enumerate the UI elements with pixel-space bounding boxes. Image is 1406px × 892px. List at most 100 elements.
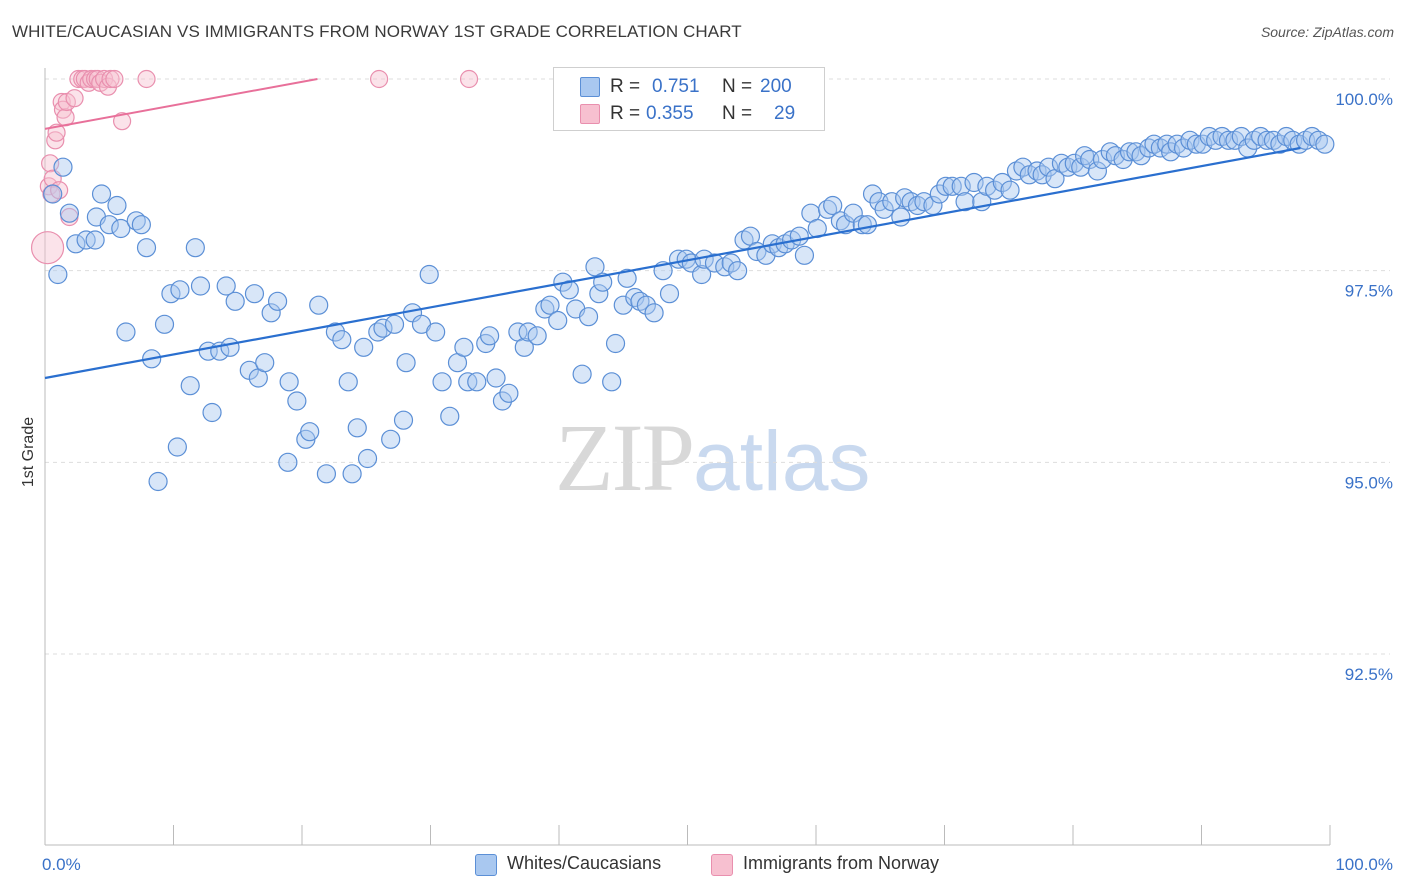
whites-point xyxy=(48,264,68,285)
whites-point xyxy=(107,195,127,216)
y-tick-label: 100.0% xyxy=(1335,90,1393,109)
chart-title: WHITE/CAUCASIAN VS IMMIGRANTS FROM NORWA… xyxy=(12,22,742,41)
norway-point xyxy=(105,69,124,89)
whites-point xyxy=(1315,134,1335,154)
legend-label-whites: Whites/Caucasians xyxy=(507,853,662,873)
whites-point xyxy=(955,192,975,212)
whites-point xyxy=(535,299,555,319)
whites-point xyxy=(548,310,568,331)
watermark-zip: ZIP xyxy=(555,404,695,511)
whites-point xyxy=(644,303,664,323)
whites-point xyxy=(636,295,656,315)
whites-point xyxy=(492,391,513,411)
watermark: ZIPatlas xyxy=(555,402,870,513)
whites-point xyxy=(1074,146,1095,166)
whites-point xyxy=(332,330,352,350)
whites-point xyxy=(1092,149,1113,170)
norway-point xyxy=(101,69,120,89)
y-tick-label: 95.0% xyxy=(1345,473,1393,492)
whites-point xyxy=(862,184,883,204)
whites-point xyxy=(857,215,878,235)
legend-swatch-norway xyxy=(711,854,733,876)
whites-point xyxy=(578,307,599,327)
whites-point xyxy=(1231,126,1251,147)
whites-point xyxy=(338,372,358,392)
whites-point xyxy=(373,318,393,338)
whites-point xyxy=(354,337,374,357)
whites-point xyxy=(347,418,367,438)
whites-point xyxy=(53,157,73,177)
stats-legend: R = 0.751 N = 200 R = 0.355 N = 29 xyxy=(553,67,825,131)
norway-point xyxy=(112,112,132,131)
stats-r-label: R = xyxy=(610,76,641,97)
whites-point xyxy=(287,391,307,411)
whites-point xyxy=(220,337,240,357)
whites-point xyxy=(1119,142,1140,162)
whites-point xyxy=(91,184,112,204)
whites-trend-line xyxy=(44,146,1301,380)
whites-point xyxy=(190,276,211,296)
stats-n-label: N = xyxy=(722,103,753,124)
whites-point xyxy=(309,295,329,315)
whites-point xyxy=(951,176,971,196)
whites-point xyxy=(368,322,388,342)
norway-point xyxy=(46,131,65,150)
whites-point xyxy=(267,291,288,311)
whites-point xyxy=(964,172,984,193)
whites-point xyxy=(992,172,1012,193)
tick-labels: 92.5% 95.0% 97.5% 100.0% 0.0% 100.0% xyxy=(42,90,1393,874)
whites-point xyxy=(540,295,560,315)
whites-point xyxy=(467,372,487,392)
whites-point xyxy=(185,238,205,258)
whites-point xyxy=(384,314,405,334)
y-tick-label: 97.5% xyxy=(1345,282,1393,301)
whites-point xyxy=(1270,134,1290,154)
whites-point xyxy=(225,291,245,311)
whites-point xyxy=(817,199,838,219)
whites-point xyxy=(66,234,86,254)
y-tick-label: 92.5% xyxy=(1345,665,1393,684)
whites-point xyxy=(835,215,856,235)
whites-point xyxy=(116,322,136,342)
whites-point xyxy=(126,211,146,231)
x-tick-label: 0.0% xyxy=(42,855,81,874)
whites-point xyxy=(1027,161,1047,181)
whites-point xyxy=(180,376,200,396)
whites-point xyxy=(148,471,168,492)
whites-point xyxy=(396,353,416,373)
whites-point xyxy=(111,218,131,239)
norway-point xyxy=(30,231,65,265)
whites-point xyxy=(572,364,592,384)
whites-point xyxy=(1218,130,1239,150)
whites-point xyxy=(486,368,506,388)
whites-point xyxy=(381,429,401,449)
whites-point xyxy=(202,402,222,423)
whites-point xyxy=(1139,138,1159,158)
whites-point xyxy=(1173,138,1194,158)
whites-point xyxy=(480,326,500,346)
norway-point xyxy=(137,69,156,89)
whites-point xyxy=(316,464,337,484)
whites-point xyxy=(617,268,637,288)
whites-point xyxy=(605,333,626,354)
whites-point xyxy=(440,406,460,426)
whites-point xyxy=(625,287,645,308)
trend-lines xyxy=(44,78,1301,380)
whites-point xyxy=(1032,165,1052,185)
watermark-atlas: atlas xyxy=(693,414,871,508)
whites-point xyxy=(659,284,680,304)
whites-point xyxy=(823,195,843,216)
whites-point xyxy=(244,284,265,304)
source-label: Source: ZipAtlas.com xyxy=(1260,24,1394,40)
norway-point xyxy=(370,69,389,89)
whites-point xyxy=(99,215,119,235)
stats-n-value: 29 xyxy=(774,103,796,124)
stats-n-label: N = xyxy=(722,76,753,97)
y-axis-label: 1st Grade xyxy=(20,417,37,487)
whites-point xyxy=(882,192,902,212)
whites-point xyxy=(1000,180,1020,200)
whites-point xyxy=(1126,142,1146,162)
whites-point xyxy=(325,322,346,342)
whites-point xyxy=(279,372,299,392)
whites-point xyxy=(1013,157,1033,177)
